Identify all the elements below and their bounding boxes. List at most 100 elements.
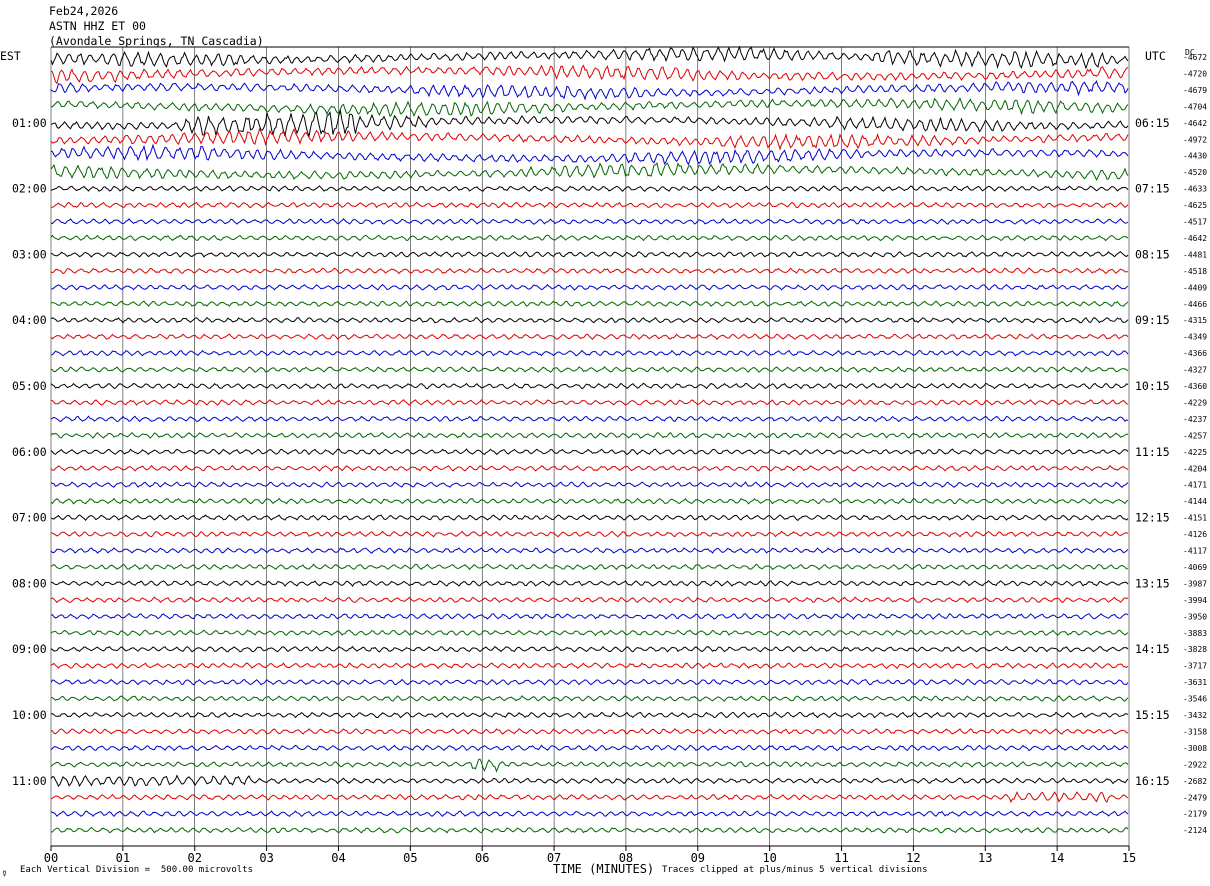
dc-offset-label: -2922 [1183, 760, 1207, 769]
header-date: Feb24,2026 [49, 4, 119, 18]
seismic-trace [50, 185, 1129, 192]
dc-offset-label: -4315 [1183, 316, 1207, 325]
dc-offset-label: -4518 [1183, 267, 1207, 276]
seismic-trace [50, 143, 1129, 166]
dc-offset-label: -4642 [1183, 119, 1207, 128]
dc-offset-label: -4117 [1183, 547, 1207, 556]
dc-offset-label: -4204 [1183, 464, 1207, 473]
dc-offset-label: -3987 [1183, 579, 1207, 588]
dc-offset-label: -4349 [1183, 333, 1207, 342]
left-hour-label: 09:00 [12, 642, 47, 656]
left-hour-label: 10:00 [12, 708, 47, 722]
dc-offset-label: -4409 [1183, 283, 1207, 292]
left-timezone-label: EST [0, 49, 21, 63]
dc-offset-label: -3631 [1183, 678, 1207, 687]
x-tick-label: 14 [1050, 851, 1064, 865]
seismic-trace [50, 810, 1129, 818]
dc-offset-label: -4144 [1183, 497, 1207, 506]
seismic-trace [50, 127, 1129, 151]
seismic-trace [50, 316, 1129, 324]
seismic-trace [50, 514, 1129, 521]
dc-offset-label: -4466 [1183, 300, 1207, 309]
left-hour-label: 07:00 [12, 511, 47, 525]
seismic-trace [50, 448, 1129, 456]
dc-offset-label: -4069 [1183, 563, 1207, 572]
seismic-trace [50, 596, 1129, 604]
seismic-trace [50, 398, 1129, 406]
seismic-trace [50, 629, 1129, 637]
seismic-trace [50, 481, 1129, 488]
x-tick-label: 08 [619, 851, 633, 865]
left-hour-label: 06:00 [12, 445, 47, 459]
clip-text: Traces clipped at plus/minus 5 vertical … [662, 865, 928, 875]
seismic-trace [50, 579, 1129, 587]
dc-offset-label: -4672 [1183, 53, 1207, 62]
dc-offset-label: -3950 [1183, 612, 1207, 621]
right-hour-label: 10:15 [1135, 379, 1170, 393]
seismic-trace [50, 744, 1129, 752]
seismic-trace [50, 612, 1129, 620]
dc-offset-label: -2179 [1183, 810, 1207, 819]
dc-offset-label: -4704 [1183, 102, 1207, 111]
seismic-trace [50, 97, 1129, 118]
seismic-trace [50, 464, 1129, 472]
right-hour-label: 06:15 [1135, 116, 1170, 130]
dc-offset-label: -4257 [1183, 431, 1207, 440]
seismic-trace [50, 826, 1129, 834]
x-tick-label: 12 [906, 851, 920, 865]
seismic-trace [50, 547, 1129, 554]
seismic-trace [50, 563, 1129, 571]
seismic-trace [50, 662, 1129, 670]
seismic-trace [50, 80, 1129, 101]
dc-offset-label: -4625 [1183, 201, 1207, 210]
seismic-trace [50, 366, 1129, 373]
dc-offset-label: -3158 [1183, 727, 1207, 736]
left-hour-label: 11:00 [12, 774, 47, 788]
seismic-trace [51, 283, 1129, 291]
seismic-trace [50, 530, 1129, 538]
left-hour-label: 05:00 [12, 379, 47, 393]
x-tick-label: 06 [475, 851, 489, 865]
seismic-trace [50, 45, 1129, 70]
seismic-trace [50, 645, 1129, 653]
right-hour-label: 13:15 [1135, 576, 1170, 590]
x-tick-label: 05 [403, 851, 417, 865]
x-tick-label: 01 [116, 851, 130, 865]
seismic-trace [50, 695, 1129, 702]
dc-offset-label: -3432 [1183, 711, 1207, 720]
seismic-trace [50, 728, 1129, 735]
seismic-trace [50, 333, 1129, 341]
x-tick-label: 07 [547, 851, 561, 865]
x-tick-label: 00 [44, 851, 58, 865]
seismic-trace [50, 790, 1129, 804]
header-location: (Avondale Springs, TN Cascadia) [49, 34, 264, 48]
seismic-trace [51, 300, 1129, 307]
left-hour-label: 01:00 [12, 116, 47, 130]
dc-offset-label: -4481 [1183, 250, 1207, 259]
dc-offset-label: -3994 [1183, 596, 1207, 605]
seismic-trace [50, 234, 1129, 242]
dc-offset-label: -2124 [1183, 826, 1207, 835]
x-tick-label: 13 [978, 851, 992, 865]
x-tick-label: 15 [1122, 851, 1136, 865]
dc-offset-label: -4229 [1183, 398, 1207, 407]
dc-offset-label: -3717 [1183, 662, 1207, 671]
seismic-trace [50, 382, 1129, 390]
right-hour-label: 11:15 [1135, 445, 1170, 459]
seismic-trace [51, 201, 1129, 209]
dc-offset-label: -4430 [1183, 152, 1207, 161]
dc-offset-label: -4225 [1183, 448, 1207, 457]
right-hour-label: 12:15 [1135, 511, 1170, 525]
seismic-trace [50, 109, 1129, 139]
x-tick-label: 10 [762, 851, 776, 865]
x-axis-title: TIME (MINUTES) [553, 862, 655, 876]
dc-offset-label: -4720 [1183, 69, 1207, 78]
seismic-trace [50, 678, 1129, 686]
dc-offset-label: -4237 [1183, 415, 1207, 424]
left-hour-label: 08:00 [12, 576, 47, 590]
dc-offset-label: -4642 [1183, 234, 1207, 243]
scale-text: Each Vertical Division = 500.00 microvol… [20, 865, 253, 875]
header-station: ASTN HHZ ET 00 [49, 19, 146, 33]
seismic-trace [50, 64, 1129, 85]
